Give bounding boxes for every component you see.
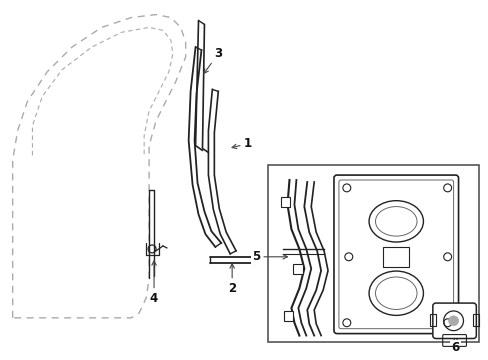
Text: 5: 5 <box>251 250 287 263</box>
Text: 6: 6 <box>450 337 459 354</box>
Bar <box>283 311 293 321</box>
Bar <box>280 197 290 207</box>
Bar <box>429 314 435 326</box>
Text: 4: 4 <box>150 261 158 305</box>
Text: 3: 3 <box>203 48 222 73</box>
Bar <box>293 264 303 274</box>
Text: 2: 2 <box>227 264 236 295</box>
Circle shape <box>447 316 458 326</box>
Bar <box>267 165 478 342</box>
FancyBboxPatch shape <box>333 175 458 334</box>
Text: 1: 1 <box>232 137 251 150</box>
Bar <box>472 314 478 326</box>
Bar <box>383 247 408 267</box>
FancyBboxPatch shape <box>432 303 475 338</box>
